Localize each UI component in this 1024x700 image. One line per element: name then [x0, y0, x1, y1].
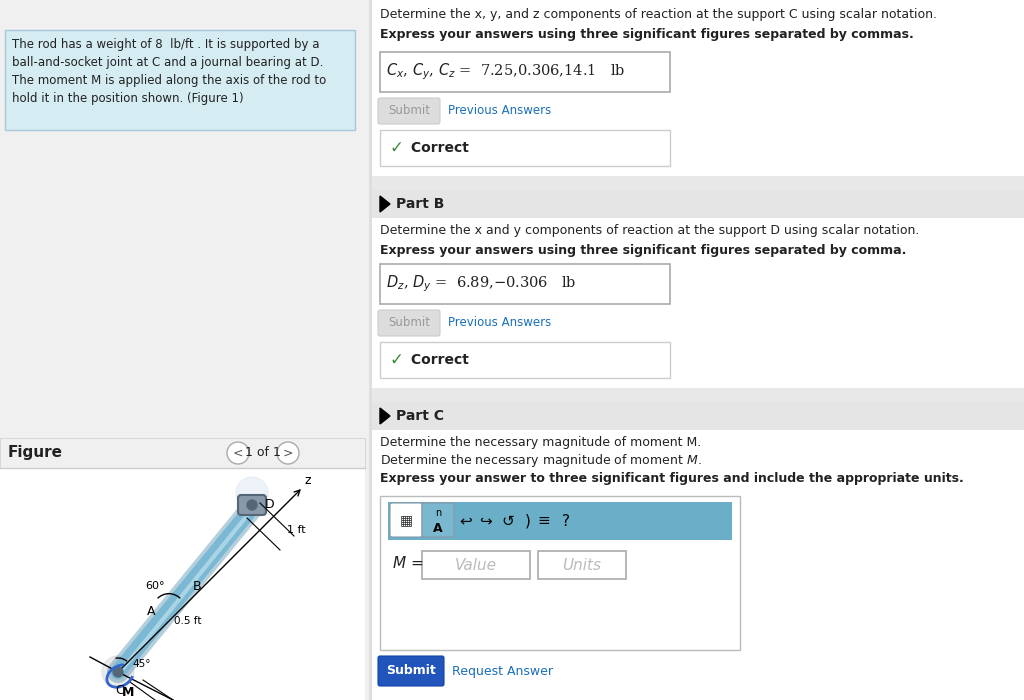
Text: Figure: Figure	[8, 445, 63, 461]
Text: ball-and-socket joint at C and a journal bearing at D.: ball-and-socket joint at C and a journal…	[12, 56, 324, 69]
Text: D: D	[265, 498, 274, 510]
Text: ?: ?	[562, 514, 570, 528]
FancyBboxPatch shape	[370, 176, 1024, 190]
FancyBboxPatch shape	[0, 468, 365, 700]
Text: Correct: Correct	[406, 353, 469, 367]
Text: ▦: ▦	[399, 513, 413, 527]
FancyBboxPatch shape	[0, 438, 365, 468]
Text: Units: Units	[562, 557, 601, 573]
Text: n: n	[435, 508, 441, 518]
Text: A: A	[433, 522, 442, 535]
Text: Determine the x and y components of reaction at the support D using scalar notat: Determine the x and y components of reac…	[380, 224, 920, 237]
Text: 0.5 ft: 0.5 ft	[174, 616, 202, 626]
Text: $D_z$, $D_y$ =  6.89,−0.306   lb: $D_z$, $D_y$ = 6.89,−0.306 lb	[386, 274, 577, 294]
Text: ✓: ✓	[390, 139, 403, 157]
Text: A: A	[146, 606, 156, 618]
Text: 1 of 1: 1 of 1	[245, 447, 281, 459]
FancyBboxPatch shape	[390, 503, 422, 537]
Text: ↺: ↺	[502, 514, 514, 528]
Text: Determine the necessary magnitude of moment $M$.: Determine the necessary magnitude of mom…	[380, 452, 701, 469]
FancyBboxPatch shape	[378, 98, 440, 124]
Polygon shape	[380, 196, 390, 212]
Text: Part C: Part C	[396, 409, 444, 423]
Text: 60°: 60°	[145, 581, 165, 591]
Text: C: C	[116, 684, 124, 697]
Text: 1 ft: 1 ft	[287, 525, 305, 535]
Polygon shape	[380, 408, 390, 424]
Text: ): )	[525, 514, 530, 528]
FancyBboxPatch shape	[538, 551, 626, 579]
Circle shape	[113, 667, 123, 677]
Text: 45°: 45°	[132, 659, 151, 669]
Text: Part B: Part B	[396, 197, 444, 211]
Text: hold it in the position shown. (Figure 1): hold it in the position shown. (Figure 1…	[12, 92, 244, 105]
Text: $C_x$, $C_y$, $C_z$ =  7.25,0.306,14.1   lb: $C_x$, $C_y$, $C_z$ = 7.25,0.306,14.1 lb	[386, 62, 626, 83]
FancyBboxPatch shape	[380, 52, 670, 92]
FancyBboxPatch shape	[370, 190, 1024, 218]
Text: $M$ =: $M$ =	[392, 555, 423, 571]
FancyBboxPatch shape	[370, 402, 1024, 430]
Text: Value: Value	[455, 557, 497, 573]
Text: Express your answer to three significant figures and include the appropriate uni: Express your answer to three significant…	[380, 472, 964, 485]
Text: Request Answer: Request Answer	[452, 664, 553, 678]
Text: Determine the x, y, and z components of reaction at the support C using scalar n: Determine the x, y, and z components of …	[380, 8, 937, 21]
Text: ↩: ↩	[460, 514, 472, 528]
Text: Submit: Submit	[388, 316, 430, 330]
Circle shape	[227, 442, 249, 464]
Text: <: <	[232, 447, 244, 459]
Text: ✓: ✓	[390, 351, 403, 369]
Text: Correct: Correct	[406, 141, 469, 155]
Circle shape	[236, 477, 268, 509]
Text: The moment M is applied along the axis of the rod to: The moment M is applied along the axis o…	[12, 74, 327, 87]
Text: The rod has a weight of 8  lb/ft . It is supported by a: The rod has a weight of 8 lb/ft . It is …	[12, 38, 319, 51]
FancyBboxPatch shape	[380, 130, 670, 166]
Circle shape	[247, 500, 257, 510]
FancyBboxPatch shape	[380, 264, 670, 304]
Text: B: B	[193, 580, 202, 592]
Text: ≡: ≡	[538, 514, 550, 528]
FancyBboxPatch shape	[422, 551, 530, 579]
Circle shape	[278, 442, 299, 464]
FancyBboxPatch shape	[378, 656, 444, 686]
Text: M: M	[122, 686, 134, 699]
FancyBboxPatch shape	[370, 388, 1024, 402]
Text: >: >	[283, 447, 293, 459]
Text: z: z	[305, 473, 311, 486]
Text: Express your answers using three significant figures separated by commas.: Express your answers using three signifi…	[380, 28, 913, 41]
Text: Express your answers using three significant figures separated by comma.: Express your answers using three signifi…	[380, 244, 906, 257]
FancyBboxPatch shape	[370, 0, 1024, 700]
Text: Submit: Submit	[388, 104, 430, 118]
Circle shape	[102, 656, 134, 688]
FancyBboxPatch shape	[380, 496, 740, 650]
Text: Previous Answers: Previous Answers	[449, 316, 551, 330]
Text: Determine the necessary magnitude of moment M.: Determine the necessary magnitude of mom…	[380, 436, 701, 449]
Text: ↪: ↪	[479, 514, 493, 528]
FancyBboxPatch shape	[388, 502, 732, 540]
FancyBboxPatch shape	[238, 495, 266, 515]
FancyBboxPatch shape	[378, 310, 440, 336]
Text: Previous Answers: Previous Answers	[449, 104, 551, 118]
FancyBboxPatch shape	[5, 30, 355, 130]
Text: Submit: Submit	[386, 664, 436, 678]
FancyBboxPatch shape	[380, 342, 670, 378]
FancyBboxPatch shape	[422, 503, 454, 537]
